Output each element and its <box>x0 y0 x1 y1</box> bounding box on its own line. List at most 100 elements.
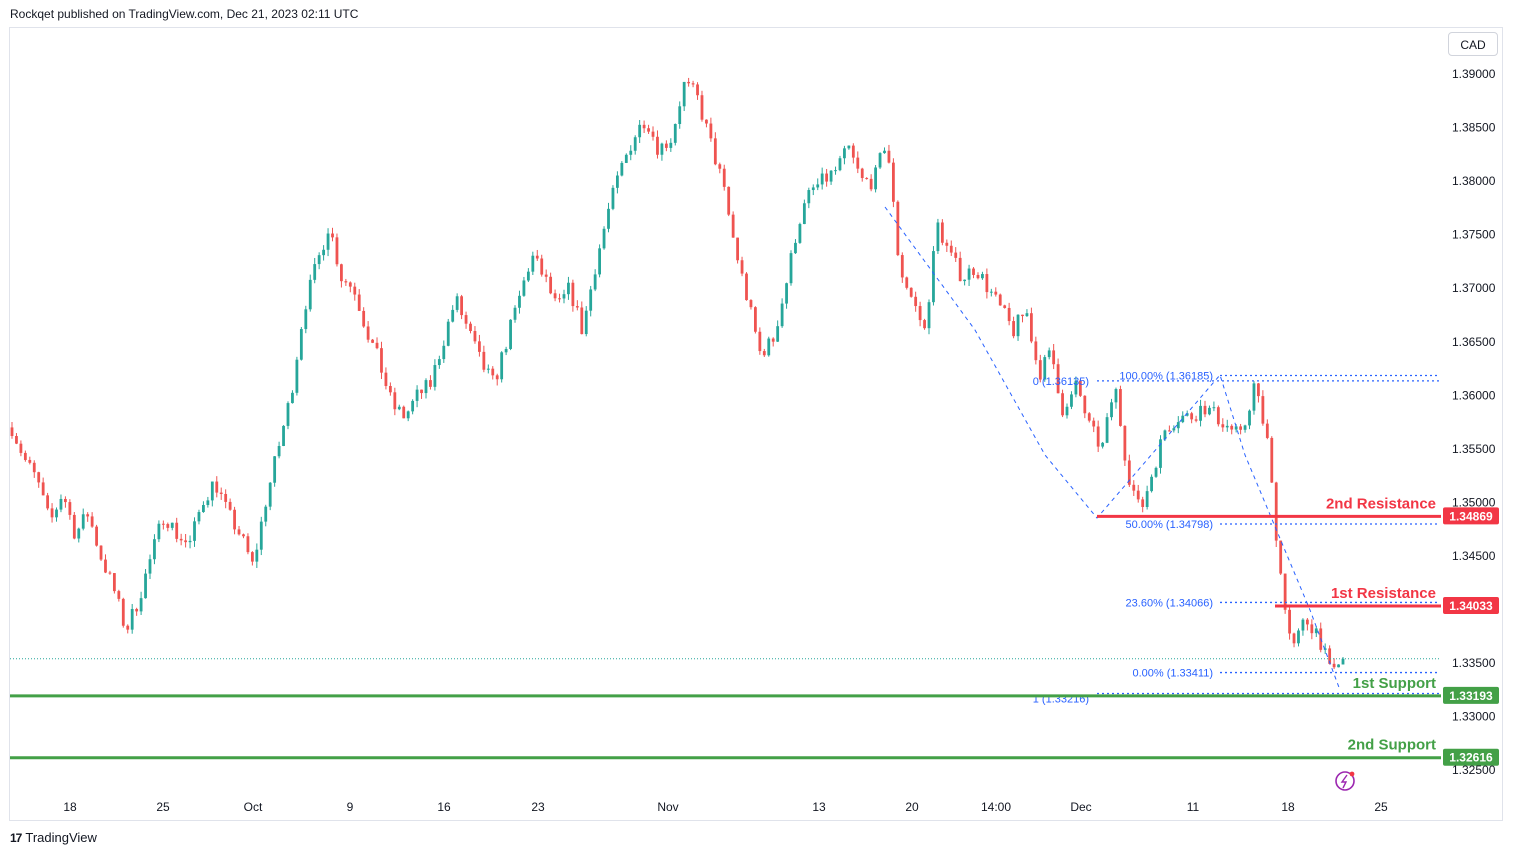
candle-body <box>455 296 459 310</box>
candle-body <box>348 282 352 287</box>
candle-body <box>767 338 771 356</box>
candle-body <box>15 435 18 444</box>
x-tick-label: Dec <box>1070 800 1091 814</box>
candle-body <box>1114 389 1118 403</box>
candle-body <box>28 459 32 463</box>
candle-body <box>291 392 294 404</box>
candle-body <box>313 264 317 280</box>
level-price-label: 1.33193 <box>1449 689 1493 703</box>
candle-body <box>482 351 486 370</box>
candle-body <box>322 249 326 256</box>
candle-body <box>820 173 824 185</box>
candle-body <box>308 279 312 310</box>
candle-body <box>567 282 570 295</box>
candle-body <box>1216 407 1220 425</box>
candle-body <box>317 255 321 265</box>
candle-body <box>153 539 156 560</box>
candle-body <box>259 521 263 550</box>
candle-body <box>1230 425 1234 430</box>
x-tick-label: 9 <box>347 800 354 814</box>
candle-body <box>736 237 739 261</box>
candle-body <box>994 291 998 295</box>
y-tick-label: 1.33500 <box>1452 656 1496 670</box>
candle-body <box>500 352 504 380</box>
candle-body <box>1123 425 1127 461</box>
candle-body <box>838 158 842 171</box>
candle-body <box>1270 437 1274 483</box>
candle-body <box>1150 476 1153 492</box>
candle-body <box>340 264 343 282</box>
candle-body <box>273 456 277 483</box>
candle-body <box>1279 540 1283 574</box>
candle-body <box>687 81 691 84</box>
candle-body <box>460 296 464 316</box>
candle-body <box>55 509 58 518</box>
candle-body <box>86 514 90 517</box>
candle-body <box>927 302 931 329</box>
candle-body <box>175 522 179 539</box>
candle-body <box>335 237 339 265</box>
candle-body <box>705 119 708 124</box>
candle-body <box>914 296 918 307</box>
y-tick-label: 1.37500 <box>1452 228 1496 242</box>
candle-body <box>584 310 588 335</box>
candle-body <box>593 274 597 290</box>
candle-body <box>754 307 757 332</box>
level-price-label: 1.34869 <box>1449 509 1493 523</box>
candle-body <box>829 170 833 182</box>
candle-body <box>491 368 495 376</box>
candle-body <box>326 233 330 250</box>
candle-body <box>95 526 98 546</box>
candle-body <box>108 572 112 574</box>
candle-body <box>727 186 731 215</box>
candle-body <box>958 257 962 282</box>
candle-body <box>811 187 815 191</box>
candle-body <box>1199 405 1202 421</box>
currency-label[interactable]: CAD <box>1448 32 1498 56</box>
level-name: 2nd Support <box>1348 737 1436 754</box>
candle-body <box>731 214 735 238</box>
x-tick-label: 25 <box>1374 800 1388 814</box>
candle-body <box>255 549 259 562</box>
candle-body <box>277 446 281 457</box>
candle-body <box>344 281 348 283</box>
candle-body <box>1292 633 1296 644</box>
candle-body <box>246 536 250 553</box>
candle-body <box>1221 424 1225 428</box>
candle-body <box>949 245 953 253</box>
candle-body <box>802 203 806 225</box>
candle-body <box>442 345 446 360</box>
candle-body <box>722 168 726 187</box>
candle-body <box>224 493 228 502</box>
chart-frame[interactable] <box>9 27 1503 821</box>
candle-body <box>647 128 650 132</box>
candle-body <box>513 307 517 320</box>
candle-body <box>972 268 975 275</box>
candle-body <box>1176 422 1180 429</box>
x-tick-label: Nov <box>657 800 678 814</box>
candle-body <box>967 268 971 280</box>
candle-body <box>1105 417 1109 443</box>
flash-icon[interactable] <box>1335 771 1355 791</box>
candle-body <box>264 506 268 522</box>
candle-body <box>504 348 508 353</box>
candle-body <box>37 472 41 483</box>
candle-body <box>1167 430 1171 432</box>
candle-body <box>112 573 116 592</box>
candle-body <box>985 274 989 293</box>
candle-body <box>126 625 130 630</box>
candle-body <box>518 295 521 308</box>
candle-body <box>745 273 748 301</box>
candle-body <box>286 403 290 426</box>
x-tick-label: 20 <box>905 800 919 814</box>
candle-body <box>620 162 624 176</box>
candle-body <box>771 338 775 342</box>
candle-body <box>424 380 428 394</box>
candles <box>10 77 1440 670</box>
candle-body <box>437 359 441 366</box>
candle-body <box>825 173 829 182</box>
candle-body <box>1141 499 1145 508</box>
candle-body <box>388 386 392 393</box>
candle-body <box>1265 423 1269 438</box>
